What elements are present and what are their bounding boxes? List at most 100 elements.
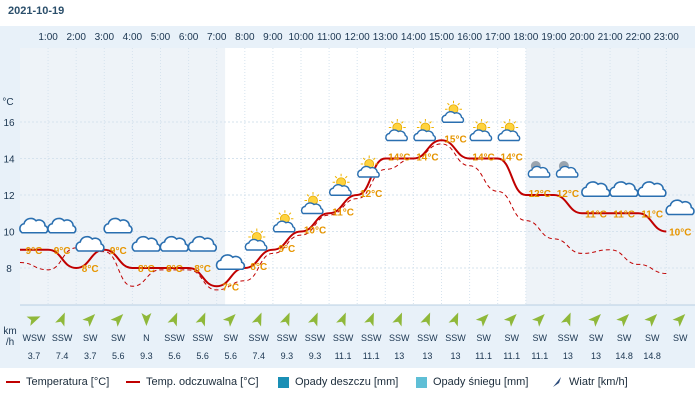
snow-swatch [416,376,427,388]
cloud-shape [441,111,465,123]
wind-arrow-icon [672,314,686,327]
hour-tick-label: 22:00 [626,32,651,43]
wind-speed-label: 14.8 [615,351,633,361]
cloud-shape [103,217,133,234]
temperature-data-label: 8°C [82,264,99,275]
temperature-data-label: 10°C [304,226,326,237]
cloud-shape [244,238,268,251]
sun-ray [447,102,450,106]
hour-tick-label: 7:00 [207,32,227,43]
wind-speed-label: 5.6 [196,351,209,361]
wind-direction-label: SW [617,333,632,343]
temperature-data-label: 14°C [388,153,410,164]
sun-ray [485,121,488,124]
wind-arrow-shape [336,312,346,327]
temperature-data-label: 14°C [472,153,494,164]
cloud-shape [581,181,611,198]
legend-feels-like[interactable]: Temp. odczuwalna [°C] [126,376,259,388]
temperature-data-label: 10°C [669,228,691,239]
legend-feels-like-label: Temp. odczuwalna [°C] [146,376,259,388]
partly-moon-icon [555,161,579,178]
wind-arrow-icon [420,312,431,327]
temperature-data-label: 9°C [279,244,296,255]
temperature-data-label: 11°C [585,209,607,220]
hour-tick-label: 16:00 [457,32,482,43]
y-axis-strip [0,26,20,368]
wind-direction-label: SW [83,333,98,343]
partly-sunny-icon [357,155,380,178]
wind-arrow-shape [26,316,41,326]
weather-chart: 8 10 12 14 16 °C 1:00 2:00 3:00 4:00 5:00 6:00 7:00 8… [0,26,695,368]
wind-arrow-icon [55,312,65,327]
sun-ray [401,121,404,124]
legend-snow[interactable]: Opady śniegu [mm] [416,376,528,388]
cloud-icon [131,235,161,252]
hour-tick-label: 20:00 [569,32,594,43]
partly-moon-icon [527,161,551,178]
cloud-icon [159,235,189,252]
temperature-data-label: 9°C [110,246,127,257]
wind-arrow-shape [55,312,65,327]
wind-direction-label: SSW [361,333,382,343]
wind-direction-label: SW [504,333,519,343]
wind-arrow-shape [503,314,517,327]
wind-speed-label: 5.6 [112,351,125,361]
sun-ray [513,121,517,124]
wind-speed-label: 9.3 [140,351,153,361]
legend-wind[interactable]: Wiatr [km/h] [551,376,628,388]
cloud-shape [131,235,161,252]
wind-speed-label: 3.7 [28,351,41,361]
cloud-shape [329,184,352,196]
cloud-icon [215,254,246,271]
y-tick-label: 8 [6,264,12,275]
temperature-data-label: 15°C [444,134,466,145]
hour-tick-label: 2:00 [66,32,86,43]
wind-speed-label: 11.1 [475,351,492,361]
wind-speed-label: 5.6 [168,351,181,361]
sun-ray [503,121,506,124]
wind-speed-label: 7.4 [253,351,266,361]
temperature-data-label: 11°C [641,209,663,220]
wind-speed-label: 11.1 [335,351,352,361]
wind-arrow-icon [364,312,374,327]
wind-direction-label: SW [476,333,491,343]
temperature-data-label: 9°C [26,246,43,257]
wind-direction-label: SSW [305,333,326,343]
cloud-shape [555,165,579,178]
hour-tick-label: 1:00 [38,32,58,43]
temperature-data-label: 12°C [529,189,551,200]
wind-direction-label: SW [111,333,126,343]
wind-arrow-shape [644,314,658,327]
partly-sunny-icon [497,119,521,142]
cloud-icon [581,181,611,198]
wind-arrow-shape [167,312,178,327]
sun-ray [457,102,460,106]
sun-ray [288,212,292,215]
cloud-shape [75,235,105,252]
wind-unit-label: /h [6,337,14,348]
legend-snow-label: Opady śniegu [mm] [433,376,529,388]
sun-ray [344,175,348,179]
hour-tick-label: 15:00 [429,32,454,43]
y-unit-label: °C [2,97,13,108]
partly-sunny-icon [413,119,437,142]
legend: Temperatura [°C] Temp. odczuwalna [°C] O… [6,376,694,394]
partly-sunny-icon [385,119,408,142]
temperature-data-label: 7°C [222,282,239,293]
cloud-shape [272,220,296,233]
legend-rain[interactable]: Opady deszczu [mm] [278,376,398,388]
feels-like-swatch [126,381,140,383]
wind-direction-label: SW [645,333,660,343]
sun-ray [373,157,376,161]
wind-arrow-shape [222,314,236,327]
sun-ray [334,175,338,179]
sun-ray [250,230,253,234]
wind-arrow-shape [141,313,152,326]
wind-arrow-icon [26,316,41,326]
wind-arrow-icon [588,314,601,327]
wind-arrow-shape [392,312,403,327]
wind-speed-label: 5.6 [224,351,237,361]
legend-temperature[interactable]: Temperatura [°C] [6,376,109,388]
wind-arrow-shape [560,312,571,327]
wind-band [20,305,695,368]
